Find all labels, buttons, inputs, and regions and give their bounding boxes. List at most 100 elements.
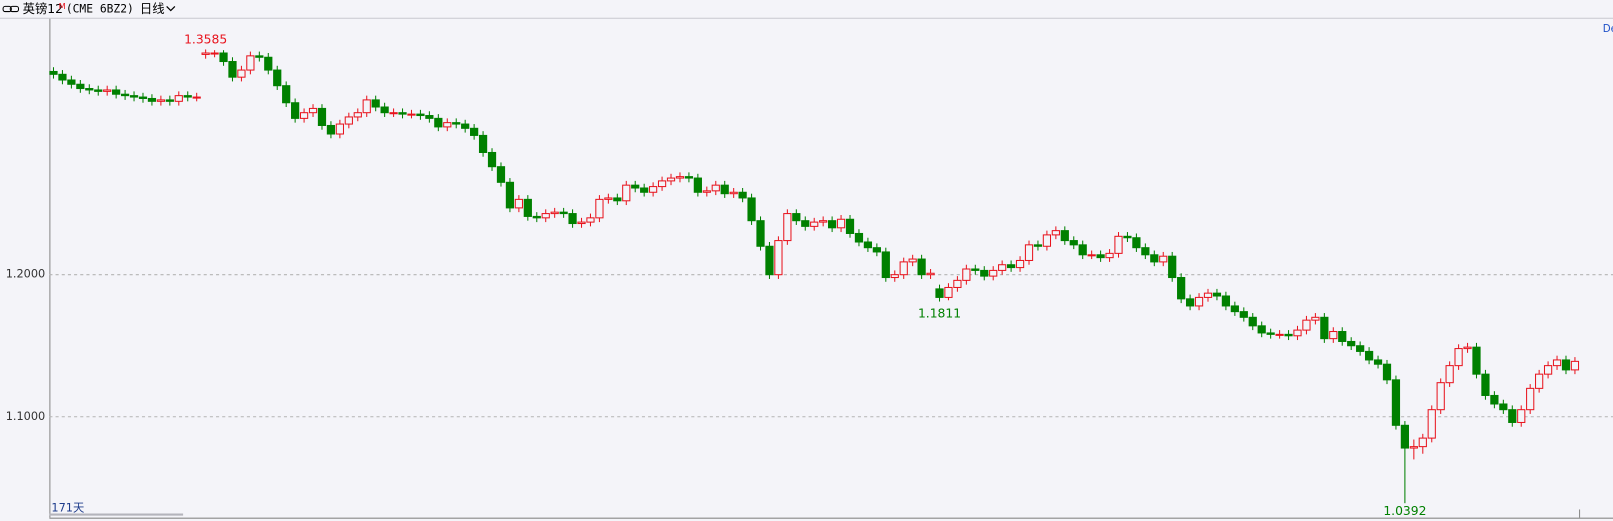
candle-body [890, 274, 899, 279]
candle-body [1114, 235, 1123, 254]
candle-body [1400, 424, 1410, 449]
candle-body [836, 218, 846, 229]
candle-body [622, 184, 631, 202]
candle-body [711, 184, 720, 192]
candle-body [103, 89, 112, 92]
candle-body [738, 191, 747, 199]
candle-body [1391, 379, 1401, 426]
candle-body [147, 97, 157, 102]
candle-body [1543, 365, 1553, 375]
candle-body [228, 61, 237, 78]
candle-body [1159, 255, 1168, 263]
candle-body [1024, 244, 1034, 261]
candle-body [1463, 346, 1472, 350]
candle-body [1552, 359, 1562, 367]
candle-body [1535, 373, 1544, 389]
candle-body [67, 79, 76, 85]
candle-body [505, 181, 515, 209]
candle-body [845, 218, 855, 234]
candle-body [1293, 329, 1302, 337]
candle-body [308, 107, 318, 114]
candle-body [1364, 350, 1374, 361]
candle-body [120, 93, 130, 97]
candle-body [76, 83, 85, 90]
candle-body [863, 241, 873, 249]
candle-body [944, 286, 953, 298]
candle-body [434, 117, 443, 128]
candle-body [1275, 333, 1284, 336]
candle-body [461, 123, 470, 129]
candle-body [1248, 316, 1257, 327]
instrument-title[interactable]: 英镑12 [23, 1, 63, 16]
candle-body [1168, 255, 1177, 279]
candle-body [1284, 333, 1293, 337]
candle-body [1006, 264, 1016, 269]
candle-body [604, 197, 613, 200]
candle-body [541, 213, 550, 219]
dropdown-arrow[interactable] [166, 5, 176, 12]
candle-body [532, 215, 541, 219]
candle-body [335, 123, 344, 135]
candle-body [1561, 359, 1571, 371]
period-selector[interactable]: 日线 [140, 2, 165, 16]
header-bar [0, 0, 1613, 18]
candle-body [255, 55, 264, 58]
candle-body [595, 198, 604, 219]
candle-body [487, 151, 497, 168]
candle-body [389, 112, 398, 115]
candle-body [827, 220, 837, 229]
candle-body [756, 220, 765, 247]
candle-body [1150, 254, 1159, 263]
candle-body [577, 221, 586, 225]
candle-body [416, 113, 425, 117]
candle-body [317, 107, 327, 126]
candle-body [1499, 403, 1508, 411]
candle-body [407, 113, 416, 116]
candle-body [1230, 305, 1239, 313]
y-tick-label: 1.2000 [6, 268, 46, 281]
candle-body [237, 69, 246, 78]
candle-body [1436, 382, 1445, 411]
candle-body [613, 197, 622, 202]
candle-body [586, 217, 595, 223]
candle-body [326, 124, 336, 135]
candle-body [1033, 244, 1043, 247]
candle-body [291, 102, 300, 119]
candle-body [1060, 230, 1069, 242]
candle-body [1051, 230, 1060, 236]
candle-body [1508, 409, 1517, 423]
candle-body [1177, 277, 1186, 300]
candle-body [899, 261, 908, 276]
candle-body [801, 220, 810, 227]
candle-body [1409, 446, 1418, 449]
day-count: 171天 [51, 501, 84, 514]
candle-body [1356, 345, 1365, 352]
candle-body [371, 99, 380, 108]
candle-body [1185, 298, 1195, 307]
max-annotation: 1.3585 [184, 33, 227, 47]
candle-body [49, 70, 58, 75]
candle-body [729, 191, 738, 195]
candle-body [962, 268, 971, 281]
local-min-annotation: 1.1811 [918, 306, 961, 320]
candle-body [183, 95, 192, 98]
candle-body [523, 198, 532, 217]
candle-body [935, 288, 944, 298]
candle-body [1302, 319, 1311, 331]
candle-body [398, 112, 407, 115]
candle-body [550, 211, 559, 215]
candle-body [85, 88, 94, 91]
candle-body [1517, 409, 1526, 423]
candle-body [1347, 340, 1356, 347]
candle-body [94, 89, 103, 92]
candle-body [1212, 292, 1222, 297]
candle-body [210, 52, 219, 55]
link-icon [2, 5, 20, 13]
candle-body [568, 213, 577, 225]
candle-body [640, 187, 649, 193]
candle-body [201, 52, 210, 55]
candle-body [138, 96, 148, 99]
candle-body [1418, 437, 1427, 448]
candle-body [980, 269, 989, 277]
